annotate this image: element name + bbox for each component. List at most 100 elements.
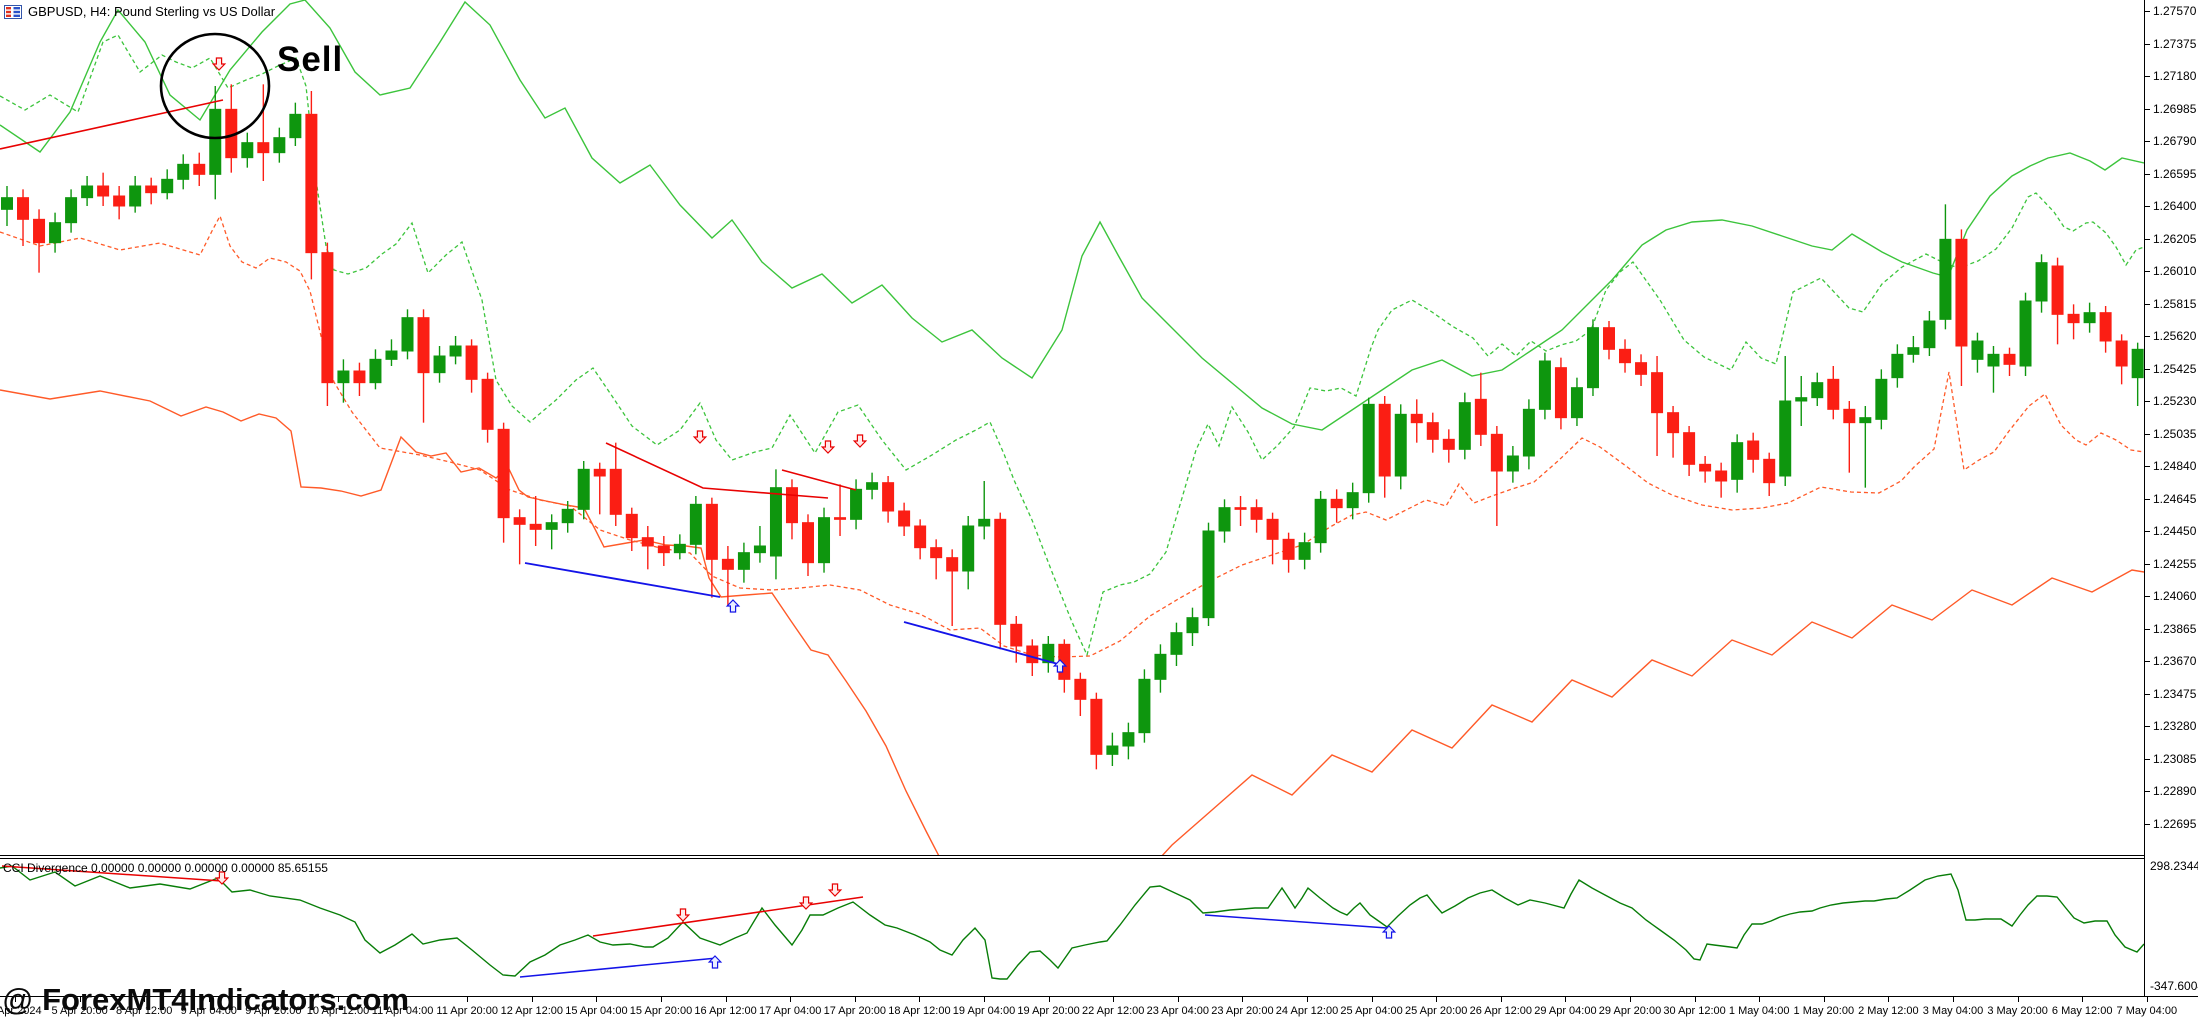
candle-body xyxy=(257,142,270,154)
candle-body xyxy=(1875,378,1888,420)
candle-body xyxy=(1747,440,1760,460)
candle-body xyxy=(1330,498,1343,509)
cci-line xyxy=(0,865,2144,980)
price-tick xyxy=(2145,401,2150,402)
time-tick xyxy=(273,997,275,1002)
candle-body xyxy=(145,185,158,194)
cci-bullish-trendline xyxy=(519,957,718,978)
candle-body xyxy=(1667,412,1680,434)
price-tick-label: 1.25230 xyxy=(2153,394,2197,408)
time-tick xyxy=(144,997,146,1002)
time-tick xyxy=(1694,997,1696,1002)
price-tick xyxy=(2145,466,2150,467)
time-tick xyxy=(1242,997,1244,1002)
sell-highlight-circle xyxy=(159,32,271,140)
candle-body xyxy=(769,487,782,557)
candle-body xyxy=(2067,313,2080,324)
candle-body xyxy=(49,222,62,244)
time-tick xyxy=(1500,997,1502,1002)
candle-body xyxy=(1122,732,1135,747)
time-tick-label: 1 May 04:00 xyxy=(1728,1005,1790,1017)
candle-body xyxy=(689,503,702,545)
candle-body xyxy=(209,108,222,175)
time-tick-label: 19 Apr 04:00 xyxy=(952,1005,1016,1017)
price-tick xyxy=(2145,628,2150,630)
price-tick xyxy=(2145,531,2150,532)
price-tick xyxy=(2145,368,2150,370)
price-tick-label: 1.24450 xyxy=(2153,524,2197,538)
bearish-divergence-trendline xyxy=(781,469,857,491)
sell-arrow-icon xyxy=(798,896,814,910)
time-tick xyxy=(596,997,598,1002)
time-tick-label: 17 Apr 04:00 xyxy=(758,1005,822,1017)
candle-body xyxy=(2115,340,2128,367)
price-tick xyxy=(2145,563,2150,565)
candle-body xyxy=(1282,538,1295,560)
time-tick xyxy=(725,997,727,1002)
candle-body xyxy=(1186,617,1199,634)
candle-body xyxy=(721,558,734,570)
price-tick xyxy=(2145,823,2150,825)
candle-body xyxy=(818,517,831,564)
time-tick xyxy=(984,997,985,1002)
candle-body xyxy=(1074,678,1087,700)
sell-arrow-icon xyxy=(214,871,230,885)
time-tick-label: 22 Apr 12:00 xyxy=(1081,1005,1145,1017)
candle-body xyxy=(17,197,30,220)
bullish-divergence-trendline xyxy=(903,621,1059,665)
price-tick-label: 1.26010 xyxy=(2153,264,2197,278)
panel-separator[interactable] xyxy=(0,855,2144,859)
sell-arrow-icon xyxy=(827,883,843,897)
time-tick-label: 19 Apr 20:00 xyxy=(1017,1005,1080,1017)
watermark: @ ForexMT4Indicators.com xyxy=(2,982,409,1018)
time-axis[interactable]: 5 Apr 2024 5 Apr 20:00 8 Apr 12:00 9 Apr 04… xyxy=(0,996,2198,1025)
price-tick-label: 1.24060 xyxy=(2153,589,2197,603)
candle-body xyxy=(1683,432,1696,465)
candle-body xyxy=(1715,470,1728,482)
candle-body xyxy=(834,517,847,520)
price-tick-label: 1.22695 xyxy=(2153,816,2197,831)
candle-body xyxy=(1218,507,1231,532)
candle-body xyxy=(609,468,622,515)
candle-body xyxy=(1490,433,1503,472)
candle-body xyxy=(1298,542,1311,560)
candle-body xyxy=(2099,312,2112,342)
candle-body xyxy=(337,370,350,384)
time-tick-label: 15 Apr 04:00 xyxy=(565,1005,628,1017)
candle-body xyxy=(33,218,46,244)
price-tick xyxy=(2145,76,2150,77)
cci-indicator-label: CCI Divergence 0.00000 0.00000 0.00000 0… xyxy=(3,861,328,875)
cci-indicator-canvas[interactable] xyxy=(0,859,2144,996)
candle-body xyxy=(802,522,814,564)
candle-body xyxy=(641,537,654,547)
candle-body xyxy=(882,482,895,512)
time-tick xyxy=(790,997,792,1002)
time-tick-label: 17 Apr 20:00 xyxy=(823,1005,886,1017)
price-tick-label: 1.25035 xyxy=(2153,426,2197,441)
price-chart-canvas[interactable] xyxy=(0,0,2144,855)
time-tick xyxy=(208,997,210,1002)
candle-body xyxy=(737,552,750,570)
sell-arrow-icon xyxy=(675,908,691,922)
time-tick-label: 9 Apr 04:00 xyxy=(180,1005,237,1017)
sell-annotation-label: Sell xyxy=(277,40,344,79)
price-axis[interactable]: 1.27570 1.27375 1.27180 1.26985 1.26790 1.265… xyxy=(2144,0,2198,996)
candle-body xyxy=(1234,507,1247,510)
candle-body xyxy=(2035,262,2048,302)
candle-body xyxy=(1170,632,1183,655)
time-tick xyxy=(2017,997,2019,1002)
candle-body xyxy=(2003,353,2016,365)
price-tick-label: 1.23865 xyxy=(2153,621,2197,636)
candle-body xyxy=(1619,348,1632,364)
candle-body xyxy=(369,358,382,384)
time-tick-label: 1 May 20:00 xyxy=(1793,1005,1855,1017)
candle-body xyxy=(1106,745,1119,755)
time-tick-label: 7 May 04:00 xyxy=(2116,1005,2178,1017)
candle-body xyxy=(177,163,190,180)
candle-body xyxy=(1090,698,1103,755)
candle-body xyxy=(273,137,286,154)
candle-body xyxy=(1827,378,1840,410)
time-tick xyxy=(1630,997,1631,1002)
time-tick xyxy=(1307,997,1308,1002)
candle-body xyxy=(1458,402,1471,450)
